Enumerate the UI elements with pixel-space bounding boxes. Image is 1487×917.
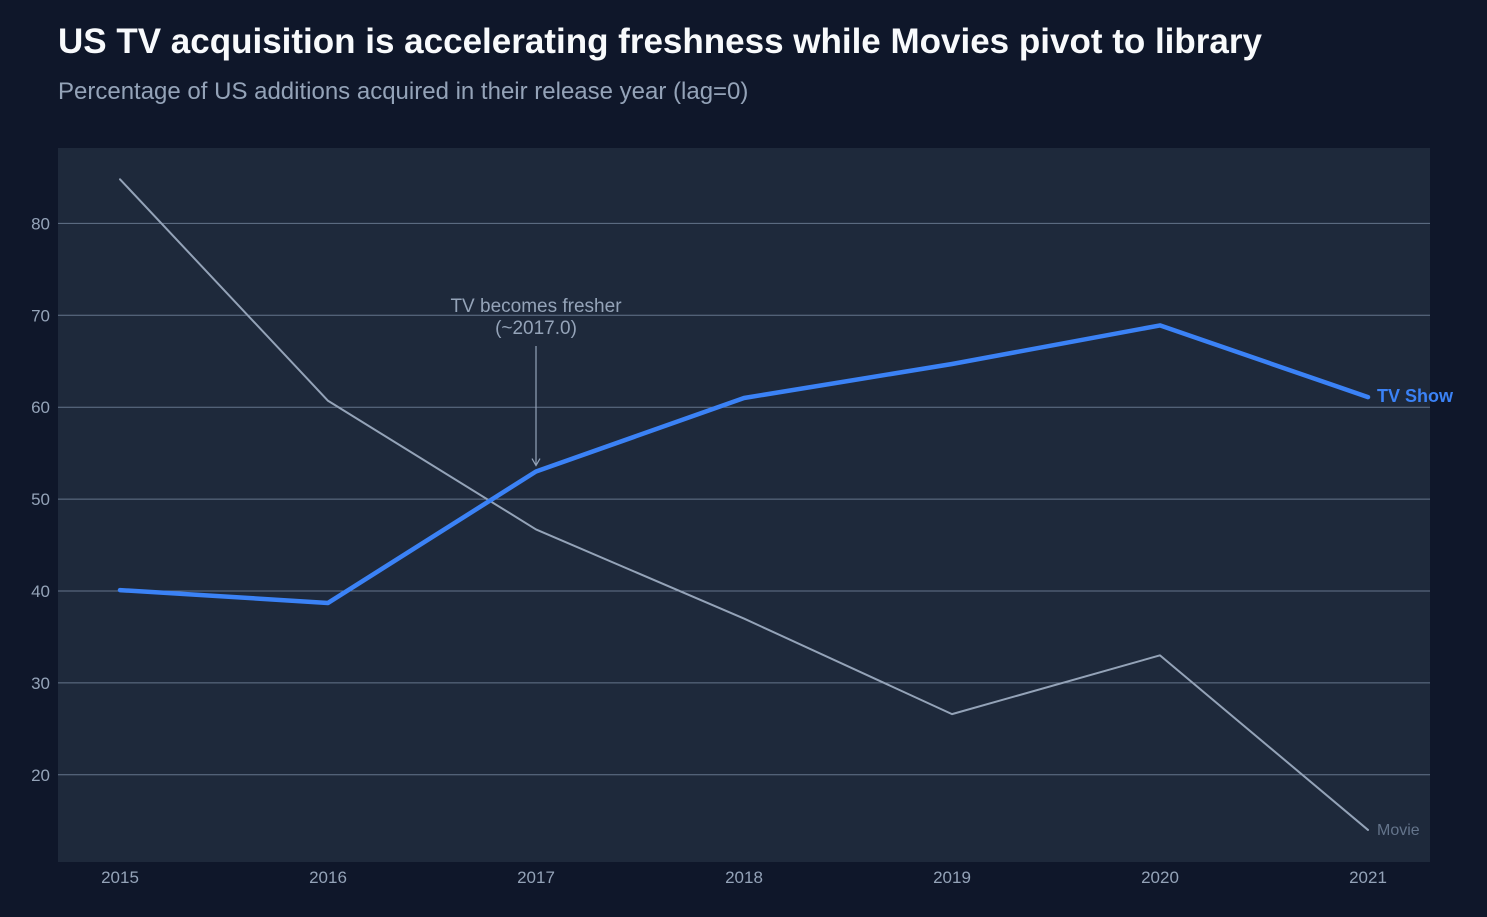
x-axis: 2015 2016 2017 2018 2019 2020 2021 bbox=[101, 868, 1387, 887]
y-tick-label: 50 bbox=[31, 490, 50, 509]
y-tick-label: 20 bbox=[31, 766, 50, 785]
plot-area bbox=[58, 148, 1430, 862]
x-tick-label: 2018 bbox=[725, 868, 763, 887]
annotation-arrowhead bbox=[531, 458, 541, 467]
x-tick-label: 2021 bbox=[1349, 868, 1387, 887]
annotation-text-line2: (~2017.0) bbox=[495, 318, 577, 339]
series-lines bbox=[117, 178, 1371, 831]
x-tick-label: 2015 bbox=[101, 868, 139, 887]
x-tick-label: 2020 bbox=[1141, 868, 1179, 887]
x-tick-label: 2016 bbox=[309, 868, 347, 887]
y-axis: 20 30 40 50 60 70 80 bbox=[31, 214, 50, 784]
series-end-label: Movie bbox=[1377, 822, 1420, 839]
y-tick-label: 30 bbox=[31, 674, 50, 693]
y-tick-label: 80 bbox=[31, 214, 50, 233]
y-tick-label: 60 bbox=[31, 398, 50, 417]
series-labels: Movie TV Show bbox=[1377, 386, 1454, 839]
chart-title: US TV acquisition is accelerating freshn… bbox=[58, 22, 1262, 61]
annotation-text-line1: TV becomes fresher bbox=[450, 296, 622, 317]
y-tick-label: 40 bbox=[31, 582, 50, 601]
series-end-label: TV Show bbox=[1377, 386, 1454, 406]
grid-lines bbox=[58, 222, 1430, 776]
x-tick-label: 2017 bbox=[517, 868, 555, 887]
chart-subtitle: Percentage of US additions acquired in t… bbox=[58, 78, 749, 105]
y-tick-label: 70 bbox=[31, 306, 50, 325]
x-tick-label: 2019 bbox=[933, 868, 971, 887]
annotation: TV becomes fresher (~2017.0) bbox=[450, 296, 622, 467]
